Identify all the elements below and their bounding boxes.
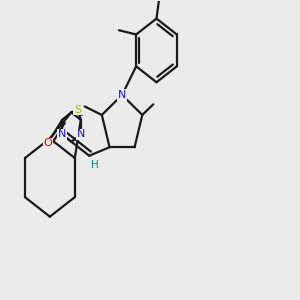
Text: N: N [118,90,126,100]
Text: N: N [58,130,66,140]
Text: S: S [74,105,81,115]
Text: H: H [91,160,99,170]
Text: N: N [76,130,85,140]
Text: O: O [43,138,52,148]
